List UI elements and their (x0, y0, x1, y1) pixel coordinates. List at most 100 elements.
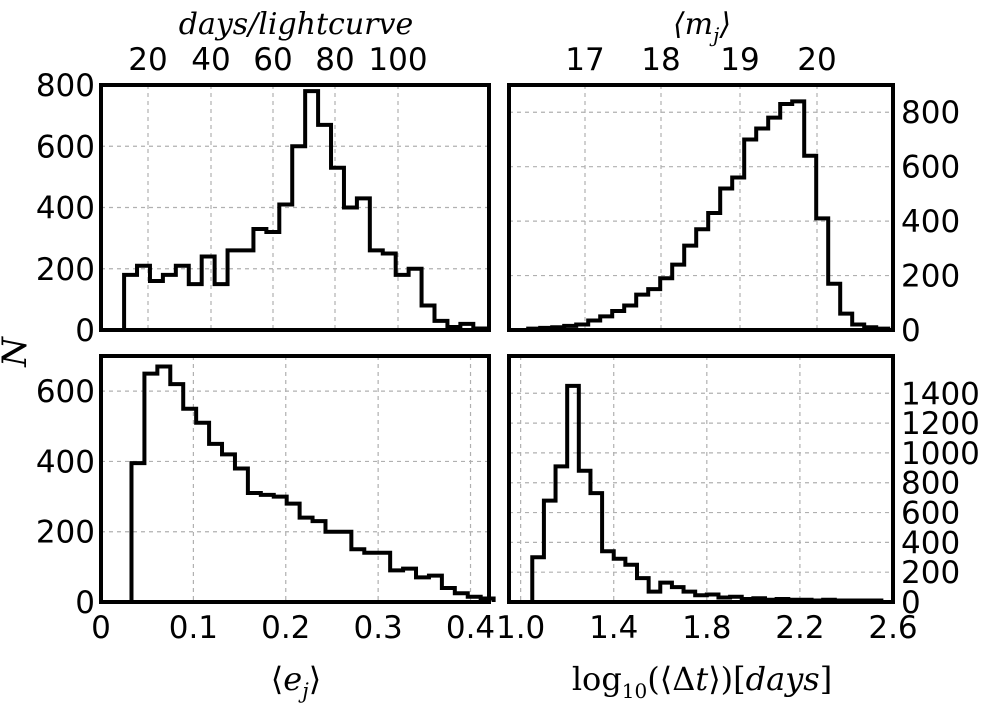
histogram-bar (240, 250, 253, 330)
y-tick-label: 200 (36, 515, 95, 551)
axes-frame (99, 354, 491, 604)
y-tick-label: 400 (901, 204, 960, 240)
histogram-bar (383, 253, 396, 330)
histogram-bar (357, 198, 370, 330)
histogram-bar (732, 178, 744, 330)
histogram-bar (364, 553, 377, 602)
y-tick-label: 1000 (901, 436, 980, 472)
histogram-bar (124, 275, 137, 330)
histogram-bar (579, 471, 591, 602)
histogram-bar (672, 265, 684, 330)
histogram-bar (253, 229, 266, 330)
histogram-bar (624, 306, 636, 331)
histogram-bar (261, 495, 274, 602)
histogram-bar (163, 275, 176, 330)
bottom-left-axis-label: ⟨ej⟩ (271, 660, 321, 703)
histogram-step-top-right (526, 99, 891, 331)
histogram-bar (287, 504, 300, 602)
histogram-bar (131, 463, 144, 602)
y-tick-label: 600 (901, 496, 960, 532)
y-tick-label: 600 (36, 129, 95, 165)
histogram-bar (768, 118, 780, 330)
x-tick-label: 0 (91, 610, 111, 646)
histogram-bar (248, 493, 261, 602)
histogram-bar (637, 578, 649, 602)
y-tick-label: 0 (75, 585, 95, 621)
axes-frame (99, 83, 491, 332)
y-tick-label: 400 (36, 444, 95, 480)
histogram-bar (183, 409, 196, 602)
histogram-bar (215, 284, 228, 330)
top-tick-label: 20 (128, 42, 167, 78)
histogram-bar (189, 284, 202, 330)
histogram-bar (279, 204, 292, 330)
histogram-bar (137, 266, 150, 330)
histogram-bar (840, 314, 852, 330)
svg-text:log10(⟨Δt⟩)[days]: log10(⟨Δt⟩)[days] (572, 660, 832, 703)
histogram-bar (390, 570, 403, 602)
histogram-bar (532, 557, 544, 602)
axes-frame (507, 83, 895, 332)
histogram-bar (612, 311, 624, 330)
histogram-bar (403, 569, 416, 602)
histogram-bar (409, 269, 422, 330)
histogram-bar (600, 316, 612, 330)
top-tick-label: 80 (315, 42, 354, 78)
y-tick-label: 1200 (901, 406, 980, 442)
histogram-bar (150, 281, 163, 330)
histogram-bar (416, 577, 429, 602)
histogram-bar (696, 229, 708, 330)
top-tick-label: 17 (565, 42, 604, 78)
histogram-bar (338, 532, 351, 602)
top-tick-label: 19 (720, 42, 759, 78)
x-tick-label: 2.6 (868, 610, 917, 646)
y-tick-label: 400 (901, 525, 960, 561)
histogram-bar (429, 576, 442, 602)
histogram-bar (325, 532, 338, 602)
y-tick-label: 0 (75, 313, 95, 349)
histogram-bar (377, 553, 390, 602)
histogram-bar (176, 266, 189, 330)
x-tick-label: 0.1 (169, 610, 218, 646)
y-axis-label: N (0, 336, 35, 368)
y-tick-label: 400 (36, 191, 95, 227)
top-left-axis-label: days/lightcurve (179, 7, 413, 42)
panel-top-right: 0 200 400 600 800 17 18 19 20 (507, 42, 960, 349)
x-tick-label: 2.2 (775, 610, 824, 646)
y-tick-label: 800 (36, 68, 95, 104)
histogram-bar (209, 444, 222, 602)
histogram-bar (816, 218, 828, 330)
histogram-bar (602, 551, 614, 602)
top-tick-label: 20 (797, 42, 836, 78)
top-tick-label: 60 (253, 42, 292, 78)
histogram-bar (144, 374, 157, 602)
x-tick-label: 0.2 (261, 610, 310, 646)
y-tick-label: 0 (901, 313, 921, 349)
histogram-step-bottom-left (129, 364, 496, 602)
histogram-bar (625, 565, 637, 602)
bottom-right-axis-label: log10(⟨Δt⟩)[days] (572, 660, 832, 703)
histogram-bar (202, 257, 215, 331)
x-tick-label: 0.3 (353, 610, 402, 646)
histogram-bar (442, 588, 455, 602)
histogram-bar (170, 384, 183, 602)
y-tick-label: 1400 (901, 376, 980, 412)
histogram-bar (544, 501, 556, 602)
histogram-bar (648, 289, 660, 330)
histogram-step-top-left (122, 89, 489, 331)
histogram-bar (228, 250, 241, 330)
histogram-bar (331, 168, 344, 330)
histogram-bar (292, 146, 305, 330)
histogram-bar (318, 125, 331, 330)
histogram-bar (792, 101, 804, 330)
histogram-bar (222, 454, 235, 602)
histogram-bar (196, 423, 209, 602)
histogram-bar (780, 104, 792, 330)
x-tick-label: 1.0 (496, 610, 545, 646)
x-tick-label: 1.4 (589, 610, 638, 646)
y-tick-label: 200 (901, 259, 960, 295)
x-tick-label: 0.4 (446, 610, 495, 646)
histogram-bar (396, 275, 409, 330)
